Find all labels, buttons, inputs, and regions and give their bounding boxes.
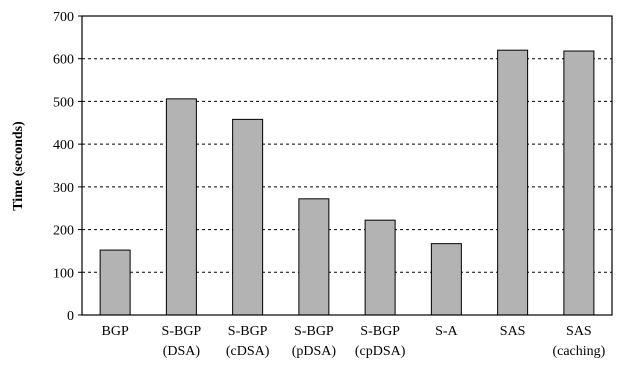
bar [298,198,330,316]
x-category-label: (pDSA) [292,344,337,359]
x-category-label: (caching) [552,344,605,359]
y-tick-label: 100 [53,266,74,281]
x-category-label: (cDSA) [226,344,270,359]
plot-frame [81,15,613,316]
grid-lines [82,58,612,273]
bars [99,49,595,316]
x-category-label: (DSA) [163,344,201,359]
bar [563,50,595,316]
x-category-label: BGP [102,324,129,339]
x-category-label: S-BGP [228,324,268,339]
y-tick-label: 0 [67,309,74,324]
y-tick-label: 700 [53,10,74,25]
bar [232,118,264,316]
y-axis-ticks: 0 100 200 300 400 500 600 700 [53,10,82,324]
x-axis-labels: BGP S-BGP (DSA) S-BGP (cDSA) S-BGP (pDSA) S-BGP… [102,324,606,359]
bar [430,243,462,316]
bar [497,49,529,316]
y-axis-title: Time (seconds) [11,121,26,211]
x-category-label: S-A [435,324,458,339]
x-category-label: SAS [566,324,592,339]
y-tick-label: 500 [53,95,74,110]
x-category-label: SAS [500,324,526,339]
x-category-label: (cpDSA) [355,344,406,359]
y-tick-label: 200 [53,224,74,239]
x-category-label: S-BGP [360,324,400,339]
bar [165,98,197,316]
bar [99,249,131,316]
y-tick-label: 400 [53,138,74,153]
x-category-label: S-BGP [294,324,334,339]
y-tick-label: 600 [53,53,74,68]
y-tick-label: 300 [53,181,74,196]
x-category-label: S-BGP [162,324,202,339]
bar [364,219,396,316]
